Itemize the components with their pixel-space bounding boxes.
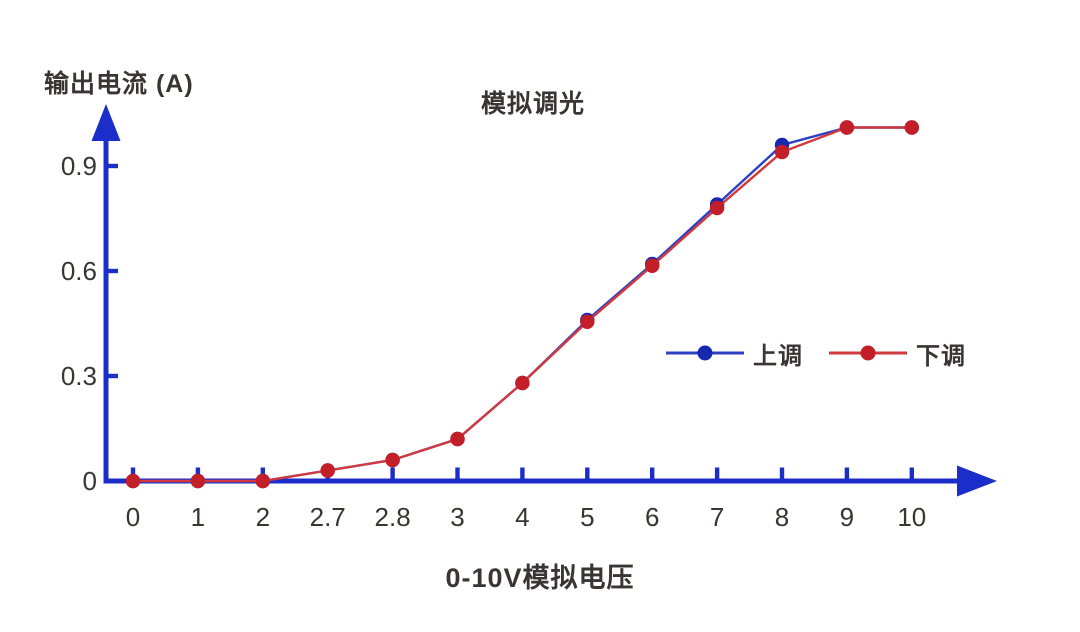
x-tick [130, 467, 136, 479]
legend-swatch-icon [829, 345, 907, 361]
legend: 上调 下调 [666, 339, 966, 370]
x-axis-arrow-icon [957, 465, 997, 497]
x-tick-label: 4 [515, 502, 529, 532]
series-point-down [645, 258, 660, 273]
legend-dot-icon [697, 345, 713, 361]
x-tick-label: 2.7 [310, 502, 346, 532]
x-tick [844, 467, 850, 479]
y-tick [108, 373, 118, 379]
series-point-down [320, 463, 335, 478]
series-point-down [904, 120, 919, 135]
legend-item-down: 下调 [829, 336, 966, 371]
chart-title: 模拟调光 [481, 90, 586, 118]
x-tick-label: 6 [645, 502, 659, 532]
x-tick [260, 467, 265, 479]
x-tick-label: 2 [256, 502, 270, 532]
x-tick [714, 467, 720, 479]
y-tick-label: 0 [83, 466, 97, 496]
x-tick-label: 10 [897, 502, 926, 532]
series-point-down [580, 314, 595, 329]
x-tick-label: 7 [710, 502, 724, 532]
series-point-down [255, 473, 270, 489]
series-point-down [515, 375, 530, 391]
x-tick-label: 1 [191, 502, 205, 532]
legend-dot-icon [860, 345, 876, 361]
series-point-down [125, 473, 141, 489]
x-tick [650, 467, 655, 479]
y-axis-title: 输出电流 (A) [44, 70, 194, 98]
y-tick-label: 0.3 [61, 361, 97, 391]
legend-label: 下调 [916, 342, 966, 370]
legend-label: 上调 [753, 342, 803, 370]
x-tick-label: 8 [775, 502, 789, 532]
x-tick-label: 0 [126, 502, 140, 532]
x-tick [390, 467, 395, 479]
series-point-down [839, 120, 855, 135]
x-tick [520, 467, 525, 479]
x-tick [455, 467, 460, 479]
legend-item-up: 上调 [666, 336, 803, 371]
series-point-down [190, 473, 206, 489]
x-tick-label: 3 [450, 502, 464, 532]
y-tick [108, 163, 118, 169]
x-tick [909, 467, 914, 479]
y-tick-label: 0.9 [61, 151, 97, 181]
series-line-up [133, 126, 912, 483]
x-tick-label: 2.8 [375, 502, 411, 532]
series-point-down [450, 431, 465, 447]
x-tick-label: 9 [840, 502, 854, 532]
legend-swatch-icon [666, 345, 744, 361]
x-tick-label: 5 [580, 502, 594, 532]
x-tick [585, 467, 590, 479]
y-tick-label: 0.6 [61, 256, 97, 286]
series-point-down [709, 200, 725, 216]
series-point-down [774, 144, 790, 160]
x-axis-title: 0-10V模拟电压 [445, 563, 635, 593]
series-line-down [133, 126, 912, 483]
y-tick [108, 268, 118, 274]
y-axis-arrow-icon [91, 104, 121, 141]
x-tick [195, 467, 201, 479]
x-tick [779, 467, 785, 479]
series-point-down [385, 452, 400, 468]
